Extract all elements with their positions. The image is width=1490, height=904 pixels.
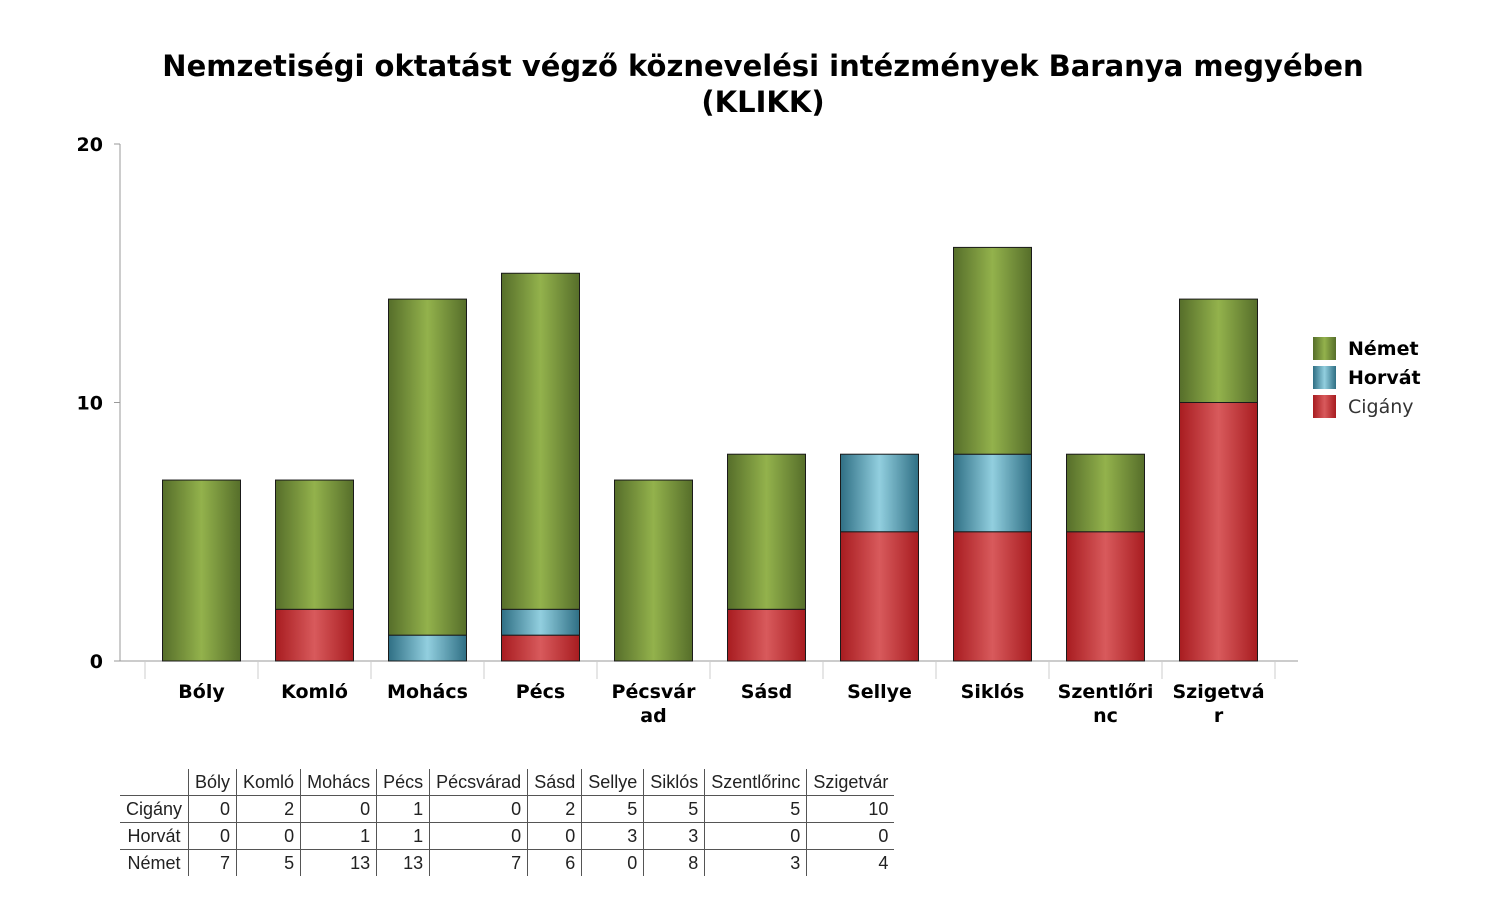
x-category-label: Pécsvár (612, 681, 697, 703)
table-cell: 0 (300, 795, 377, 823)
table-column-header: Bóly (188, 769, 237, 796)
table-cell: 0 (581, 849, 644, 876)
x-category-label: ad (640, 705, 666, 727)
table-column-header: Mohács (300, 769, 377, 796)
table-cell: 7 (188, 849, 237, 876)
bar-nemet-pecs (501, 272, 580, 610)
legend-label-nemet: Német (1348, 338, 1419, 360)
table-cell: 5 (643, 795, 705, 823)
table-row-header: Német (120, 849, 189, 876)
table-column-header: Pécsvárad (429, 769, 528, 796)
y-tick-label: 20 (77, 134, 103, 156)
bar-cigany-szentlorinc (1066, 531, 1145, 662)
table-row-header: Horvát (120, 822, 189, 850)
table-corner-cell (120, 769, 189, 796)
table-column-header: Siklós (643, 769, 705, 796)
x-category-label: nc (1093, 705, 1118, 727)
table-cell: 8 (643, 849, 705, 876)
table-cell: 3 (643, 822, 705, 850)
legend-label-cigany: Cigány (1348, 396, 1414, 418)
table-cell: 13 (376, 849, 430, 876)
bar-cigany-komlo (275, 608, 354, 662)
bar-cigany-szigetvar (1179, 402, 1258, 662)
table-cell: 0 (188, 795, 237, 823)
x-category-label: Mohács (387, 681, 468, 703)
table-cell: 0 (429, 795, 528, 823)
table-row: Cigány 0 2 0 1 0 2 5 5 5 10 (120, 795, 895, 823)
table-row-header: Cigány (120, 795, 189, 823)
chart-title-line: Nemzetiségi oktatást végző köznevelési i… (162, 49, 1363, 83)
bar-nemet-szigetvar (1179, 298, 1258, 404)
table-cell: 5 (704, 795, 807, 823)
legend-swatch-horvat (1313, 366, 1336, 389)
x-category-label: Siklós (961, 681, 1025, 703)
table-cell: 1 (300, 822, 377, 850)
bar-cigany-sasd (727, 608, 806, 662)
bar-nemet-siklos (953, 246, 1032, 455)
legend-swatch-cigany (1313, 395, 1336, 418)
bar-cigany-siklos (953, 531, 1032, 662)
x-category-label: Sellye (847, 681, 912, 703)
table-cell: 0 (527, 822, 582, 850)
table-cell: 1 (376, 822, 430, 850)
x-category-label: r (1214, 705, 1224, 727)
table-cell: 0 (429, 822, 528, 850)
y-tick-label: 0 (90, 651, 103, 673)
table-column-header: Szigetvár (806, 769, 895, 796)
x-category-label: Komló (281, 681, 348, 703)
table-row: Német 7 5 13 13 7 6 0 8 3 4 (120, 849, 895, 876)
table-column-header: Sellye (581, 769, 644, 796)
x-category-label: Sásd (741, 681, 792, 703)
table-cell: 5 (581, 795, 644, 823)
bar-horvat-mohacs (388, 634, 467, 662)
x-category-label: Pécs (516, 681, 565, 703)
bar-nemet-sasd (727, 453, 806, 610)
table-column-header: Sásd (527, 769, 582, 796)
table-cell: 10 (806, 795, 895, 823)
chart-title-line: (KLIKK) (701, 85, 824, 119)
bar-horvat-pecs (501, 608, 580, 636)
bar-nemet-pecsvarad (614, 479, 693, 662)
table-cell: 0 (704, 822, 807, 850)
x-category-label: Bóly (178, 681, 225, 703)
table-cell: 2 (527, 795, 582, 823)
bar-nemet-komlo (275, 479, 354, 610)
bar-cigany-pecs (501, 634, 580, 662)
bar-nemet-szentlorinc (1066, 453, 1145, 533)
legend-label-horvat: Horvát (1348, 367, 1421, 389)
table-cell: 7 (429, 849, 528, 876)
table-cell: 0 (806, 822, 895, 850)
table-column-header: Komló (236, 769, 301, 796)
table-cell: 2 (236, 795, 301, 823)
bar-horvat-sellye (840, 453, 919, 533)
x-category-label: Szigetvá (1172, 681, 1264, 703)
table-column-header: Szentlőrinc (704, 769, 807, 796)
table-cell: 3 (704, 849, 807, 876)
bar-nemet-boly (162, 479, 241, 662)
bar-cigany-sellye (840, 531, 919, 662)
y-tick-label: 10 (77, 393, 103, 415)
table-cell: 1 (376, 795, 430, 823)
bar-nemet-mohacs (388, 298, 467, 636)
data-table: Bóly Komló Mohács Pécs Pécsvárad Sásd Sellye Si… (120, 769, 895, 876)
bar-horvat-siklos (953, 453, 1032, 533)
table-cell: 13 (300, 849, 377, 876)
table-cell: 6 (527, 849, 582, 876)
table-cell: 3 (581, 822, 644, 850)
table-cell: 5 (236, 849, 301, 876)
legend-swatch-nemet (1313, 337, 1336, 360)
table-cell: 0 (188, 822, 237, 850)
table-cell: 0 (236, 822, 301, 850)
table-column-header: Pécs (376, 769, 430, 796)
table-row: Horvát 0 0 1 1 0 0 3 3 0 0 (120, 822, 895, 850)
table-cell: 4 (806, 849, 895, 876)
x-category-label: Szentlőri (1058, 681, 1154, 703)
